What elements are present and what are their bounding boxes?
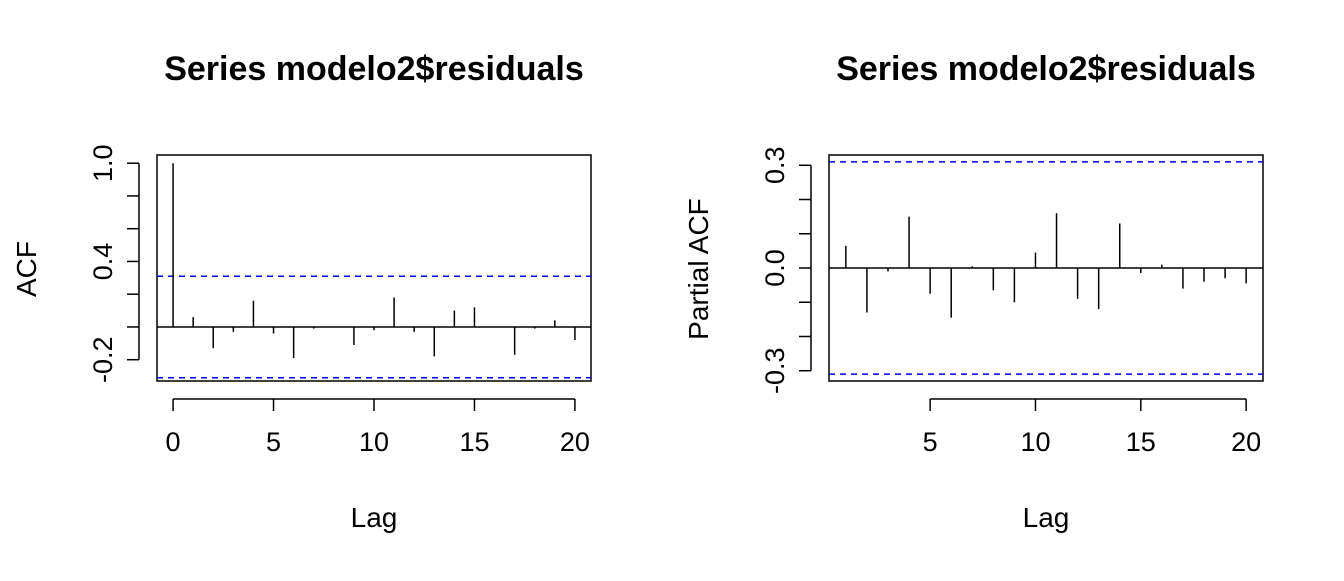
- acf-y-tick-label: 0.4: [88, 243, 118, 281]
- pacf-x-tick-label: 5: [923, 427, 938, 457]
- pacf-y-tick-label: 0.0: [760, 249, 790, 287]
- acf-x-tick-label: 15: [459, 427, 489, 457]
- acf-title: Series modelo2$residuals: [164, 50, 584, 88]
- acf-plot-frame: [156, 154, 592, 382]
- pacf-x-tick-label: 15: [1126, 427, 1156, 457]
- acf-y-tick-label: 1.0: [88, 144, 118, 182]
- pacf-x-tick-label: 20: [1231, 427, 1261, 457]
- acf-x-tick-label: 10: [359, 427, 389, 457]
- acf-x-tick-label: 20: [560, 427, 590, 457]
- acf-x-tick-label: 5: [266, 427, 281, 457]
- acf-panel: Series modelo2$residuals Lag ACF 0 5 10 15 2…: [11, 50, 592, 533]
- pacf-y-axis-label: Partial ACF: [683, 198, 714, 340]
- pacf-y-tick-label: 0.3: [760, 146, 790, 184]
- acf-x-axis-label: Lag: [351, 502, 398, 533]
- acf-y-tick-label: -0.2: [88, 336, 118, 383]
- pacf-title: Series modelo2$residuals: [836, 50, 1256, 88]
- pacf-y-tick-label: -0.3: [760, 347, 790, 394]
- acf-x-tick-label: 0: [166, 427, 181, 457]
- pacf-panel: Series modelo2$residuals Lag Partial ACF…: [683, 50, 1264, 533]
- acf-y-axis-label: ACF: [11, 241, 42, 297]
- pacf-x-axis-label: Lag: [1023, 502, 1070, 533]
- pacf-x-tick-label: 10: [1020, 427, 1050, 457]
